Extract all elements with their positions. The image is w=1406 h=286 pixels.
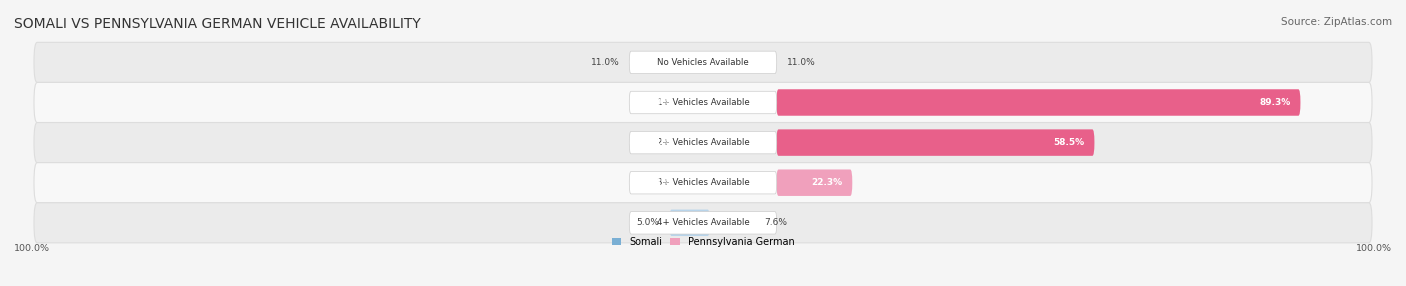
Text: 7.6%: 7.6% <box>763 218 787 227</box>
Text: SOMALI VS PENNSYLVANIA GERMAN VEHICLE AVAILABILITY: SOMALI VS PENNSYLVANIA GERMAN VEHICLE AV… <box>14 17 420 31</box>
Text: 100.0%: 100.0% <box>14 244 51 253</box>
Text: No Vehicles Available: No Vehicles Available <box>657 58 749 67</box>
FancyBboxPatch shape <box>34 122 1372 163</box>
Text: 16.2%: 16.2% <box>640 178 671 187</box>
Text: 4+ Vehicles Available: 4+ Vehicles Available <box>657 218 749 227</box>
Text: 3+ Vehicles Available: 3+ Vehicles Available <box>657 178 749 187</box>
FancyBboxPatch shape <box>669 210 710 236</box>
FancyBboxPatch shape <box>630 51 776 74</box>
FancyBboxPatch shape <box>776 89 1301 116</box>
FancyBboxPatch shape <box>34 82 1372 122</box>
Text: 89.3%: 89.3% <box>1258 98 1291 107</box>
Text: 22.3%: 22.3% <box>811 178 842 187</box>
FancyBboxPatch shape <box>630 91 776 114</box>
FancyBboxPatch shape <box>630 212 776 234</box>
Text: 100.0%: 100.0% <box>1355 244 1392 253</box>
Legend: Somali, Pennsylvania German: Somali, Pennsylvania German <box>607 233 799 251</box>
Text: 11.0%: 11.0% <box>591 58 620 67</box>
Text: 1+ Vehicles Available: 1+ Vehicles Available <box>657 98 749 107</box>
FancyBboxPatch shape <box>630 131 776 154</box>
FancyBboxPatch shape <box>34 42 1372 82</box>
FancyBboxPatch shape <box>34 163 1372 203</box>
Text: 89.0%: 89.0% <box>640 98 671 107</box>
FancyBboxPatch shape <box>630 172 776 194</box>
FancyBboxPatch shape <box>776 129 1094 156</box>
Text: 11.0%: 11.0% <box>786 58 815 67</box>
FancyBboxPatch shape <box>34 203 1372 243</box>
Text: 51.1%: 51.1% <box>640 138 671 147</box>
Text: 2+ Vehicles Available: 2+ Vehicles Available <box>657 138 749 147</box>
Text: Source: ZipAtlas.com: Source: ZipAtlas.com <box>1281 17 1392 27</box>
Text: 5.0%: 5.0% <box>637 218 659 227</box>
FancyBboxPatch shape <box>776 170 852 196</box>
Text: 58.5%: 58.5% <box>1053 138 1084 147</box>
